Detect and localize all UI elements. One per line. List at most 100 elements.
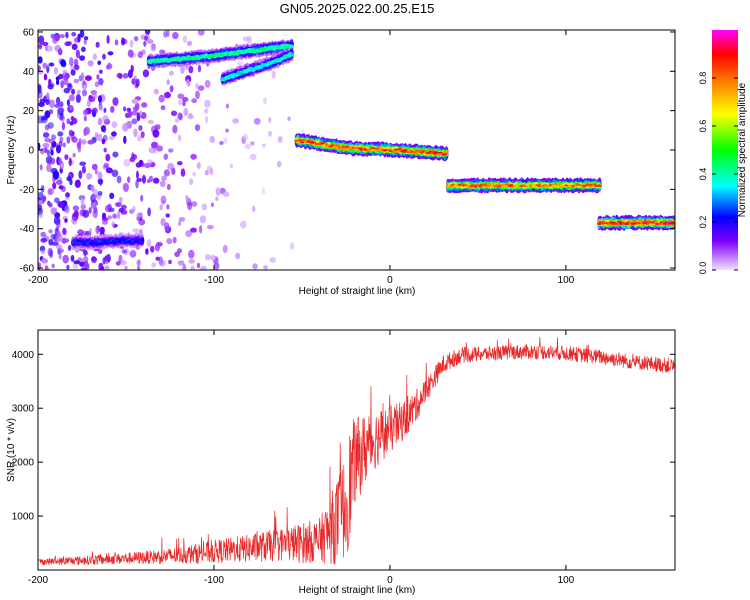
noise-point [101, 220, 108, 225]
noise-point [62, 254, 69, 264]
ridge-point [597, 184, 602, 187]
noise-point [205, 116, 209, 124]
ridge-0 [146, 38, 294, 70]
noise-point [159, 259, 166, 267]
noise-point [185, 230, 192, 238]
noise-point [277, 136, 283, 143]
noise-point [127, 49, 134, 58]
noise-point [81, 46, 86, 52]
noise-point [187, 40, 192, 47]
noise-point [70, 254, 75, 262]
noise-point [167, 162, 175, 171]
noise-point [121, 249, 128, 254]
noise-point [139, 110, 143, 116]
noise-point [178, 220, 182, 226]
noise-point [136, 212, 141, 221]
noise-point [215, 196, 219, 202]
ridge-point [274, 60, 280, 63]
spectrogram-x-label: Height of straight line (km) [299, 286, 416, 297]
noise-point [177, 93, 185, 99]
noise-point [209, 135, 215, 143]
noise-point [46, 92, 50, 100]
noise-point [127, 176, 131, 184]
noise-point [76, 141, 82, 150]
noise-point [116, 72, 123, 79]
noise-point [96, 74, 100, 80]
noise-point [82, 257, 89, 262]
noise-point [82, 80, 86, 86]
noise-point [55, 230, 62, 238]
ridge-point [444, 152, 449, 155]
noise-point [141, 102, 148, 108]
noise-point [61, 121, 65, 131]
noise-point [91, 256, 97, 263]
ridge-point [348, 148, 354, 150]
noise-point [39, 98, 46, 105]
noise-point [43, 147, 48, 153]
noise-point [50, 167, 58, 174]
noise-point [48, 188, 54, 196]
noise-point [118, 196, 123, 204]
noise-point [151, 141, 158, 149]
noise-point [66, 99, 70, 106]
snr-y-axis: 1000 2000 3000 4000 [12, 350, 675, 523]
noise-point [199, 215, 207, 224]
noise-point [210, 202, 214, 208]
noise-point [262, 143, 266, 148]
noise-point [90, 90, 98, 95]
noise-point [136, 178, 143, 182]
noise-point [68, 57, 74, 67]
noise-point [53, 67, 59, 75]
noise-point [87, 60, 94, 67]
noise-point [190, 153, 197, 160]
noise-point [50, 207, 58, 215]
noise-point [59, 34, 65, 39]
noise-point [97, 60, 101, 66]
noise-point [38, 35, 45, 44]
noise-point [250, 141, 255, 146]
ridge-point [574, 185, 579, 188]
noise-point [109, 192, 115, 199]
noise-point [135, 179, 139, 189]
noise-point [70, 69, 76, 76]
colorbar-tick-label: 0.0 [698, 262, 708, 275]
noise-point [88, 228, 92, 234]
noise-point [56, 244, 63, 250]
noise-point [69, 104, 74, 111]
noise-point [159, 180, 166, 188]
ridge-point [562, 185, 567, 188]
noise-point [140, 194, 144, 202]
noise-point [72, 263, 79, 269]
noise-point [62, 142, 66, 148]
noise-point [48, 154, 52, 164]
noise-point [81, 139, 87, 145]
noise-point [174, 251, 181, 258]
noise-point [65, 192, 70, 198]
noise-point [129, 209, 134, 215]
noise-point [169, 85, 174, 93]
noise-point [38, 90, 43, 99]
noise-point [44, 110, 51, 119]
noise-point [120, 260, 127, 266]
noise-point [83, 115, 87, 122]
noise-point [74, 179, 81, 188]
noise-point [51, 263, 55, 269]
noise-point [161, 175, 168, 181]
ridge-point [282, 57, 287, 60]
noise-point [190, 201, 198, 207]
noise-point [87, 139, 95, 145]
ridge-point [597, 222, 602, 225]
ridge-point [407, 149, 412, 151]
noise-point [242, 133, 249, 141]
noise-point [170, 110, 178, 117]
noise-point [83, 127, 88, 137]
noise-point [89, 96, 96, 103]
colorbar-ticks: 0.0 0.2 0.4 0.6 0.8 [698, 72, 738, 275]
noise-point [46, 163, 52, 173]
noise-point [222, 244, 228, 254]
noise-point [158, 94, 165, 103]
noise-point [195, 82, 199, 89]
noise-point [90, 200, 96, 209]
noise-point [104, 265, 110, 270]
noise-point [200, 266, 207, 270]
